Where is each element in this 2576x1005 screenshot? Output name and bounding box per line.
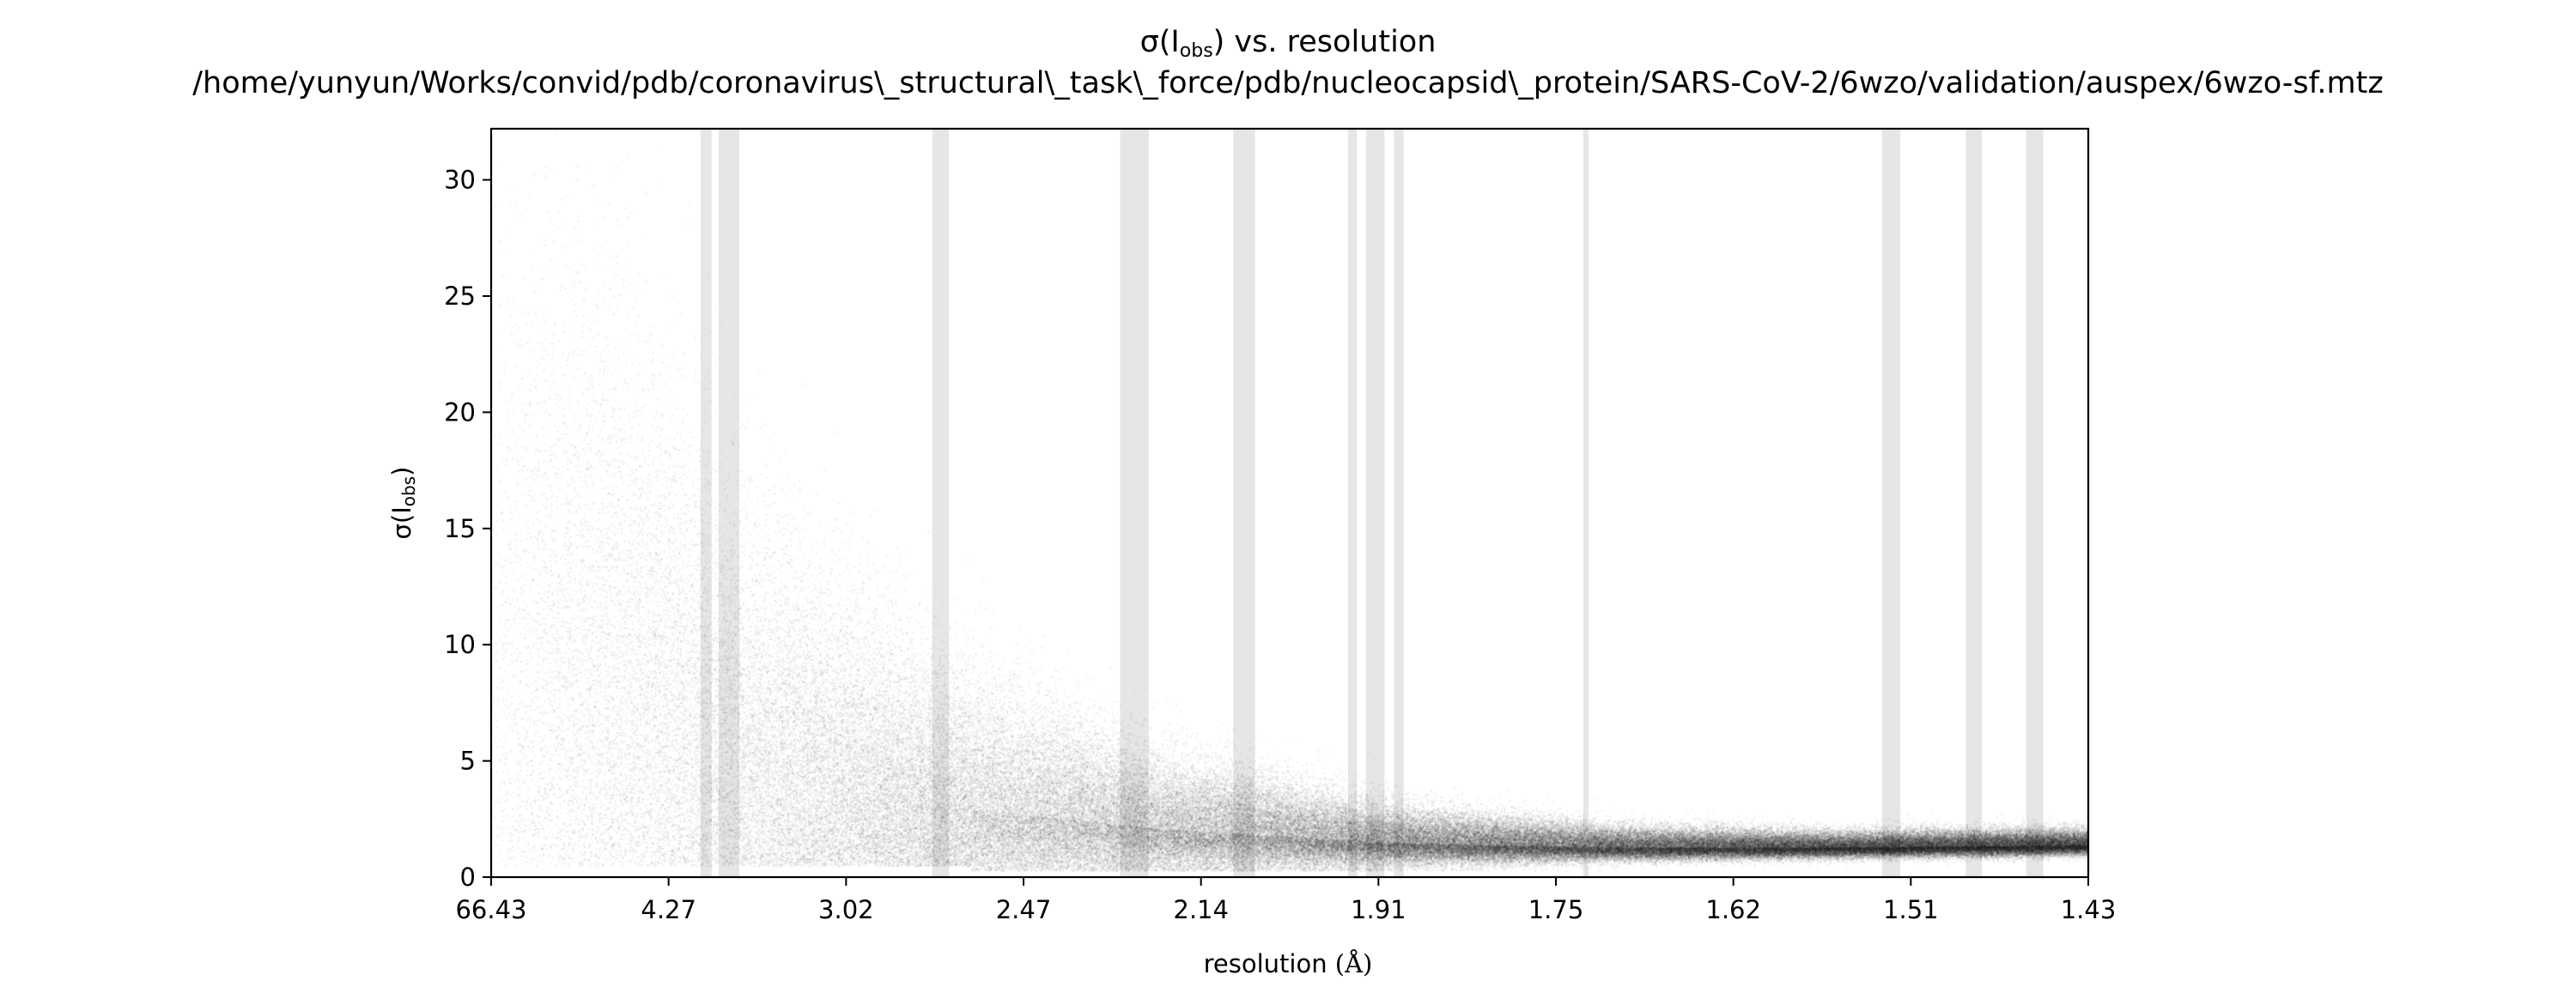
x-tick-label: 2.14	[1173, 895, 1229, 924]
x-tick-label: 1.75	[1528, 895, 1584, 924]
scatter-points	[491, 129, 2088, 877]
y-axis-label-subscript: obs	[398, 476, 419, 506]
chart-title: σ(Iobs) vs. resolution	[1140, 25, 1437, 62]
x-axis: 66.43 4.27 3.02 2.47 2.14 1.91 1.75 1.62 1.51 1.4…	[455, 877, 2116, 924]
chart-title-prefix: σ(I	[1140, 25, 1180, 59]
y-axis-label: σ(Iobs)	[387, 467, 419, 540]
y-tick-label: 20	[444, 397, 476, 427]
x-tick-label: 2.47	[996, 895, 1052, 924]
x-tick-label: 4.27	[641, 895, 696, 924]
y-axis-label-suffix: )	[387, 467, 416, 476]
y-tick-label: 0	[460, 863, 476, 892]
plot-frame	[489, 127, 2090, 879]
y-axis-label-prefix: σ(I	[387, 506, 416, 539]
x-axis-label: resolution (Å)	[1204, 948, 1373, 978]
x-tick-label: 66.43	[455, 895, 526, 924]
scatter-point-cloud	[491, 129, 2088, 877]
chart-title-subscript: obs	[1180, 40, 1213, 62]
y-tick-label: 5	[460, 747, 476, 776]
y-tick-label: 10	[444, 630, 476, 659]
chart-subtitle: /home/yunyun/Works/convid/pdb/coronaviru…	[192, 66, 2384, 100]
y-axis: 0 5 10 15 20 25 30	[444, 166, 491, 892]
x-tick-label: 1.62	[1705, 895, 1761, 924]
plot-area	[489, 127, 2090, 879]
x-tick-label: 1.43	[2061, 895, 2117, 924]
y-tick-label: 30	[444, 166, 476, 195]
chart-title-suffix: ) vs. resolution	[1213, 25, 1437, 59]
x-axis-label-text: resolution	[1204, 949, 1335, 978]
x-tick-label: 1.91	[1351, 895, 1406, 924]
x-tick-label: 3.02	[818, 895, 874, 924]
x-axis-label-unit: (Å)	[1335, 948, 1373, 978]
x-tick-label: 1.51	[1883, 895, 1939, 924]
y-tick-label: 15	[444, 514, 476, 543]
y-tick-label: 25	[444, 282, 476, 311]
